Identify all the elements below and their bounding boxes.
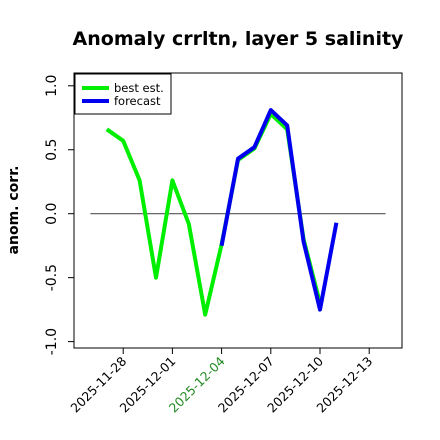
y-tick-label: 1.0	[44, 75, 60, 97]
y-tick-label: 0.5	[44, 139, 60, 161]
y-tick-label: -1.0	[44, 328, 60, 355]
legend-box	[74, 73, 172, 115]
series-line-best-est	[105, 111, 322, 317]
legend-label-best-est: best est.	[114, 81, 164, 95]
series-line-forecast	[219, 108, 339, 312]
y-tick-label: -0.5	[44, 264, 60, 291]
legend-label-forecast: forecast	[114, 94, 161, 108]
x-axis: 2025-11-282025-12-012025-12-042025-12-07…	[67, 348, 375, 415]
plot-frame	[73, 72, 403, 349]
y-tick-label: 0.0	[44, 203, 60, 225]
series-layer	[105, 108, 339, 317]
y-axis: -1.0 -0.5 0.0 0.5 1.0	[44, 75, 74, 355]
legend: best est. forecast	[74, 73, 172, 115]
y-axis-label: anom. corr.	[6, 166, 22, 255]
chart-title: Anomaly crrltn, layer 5 salinity	[73, 28, 404, 50]
